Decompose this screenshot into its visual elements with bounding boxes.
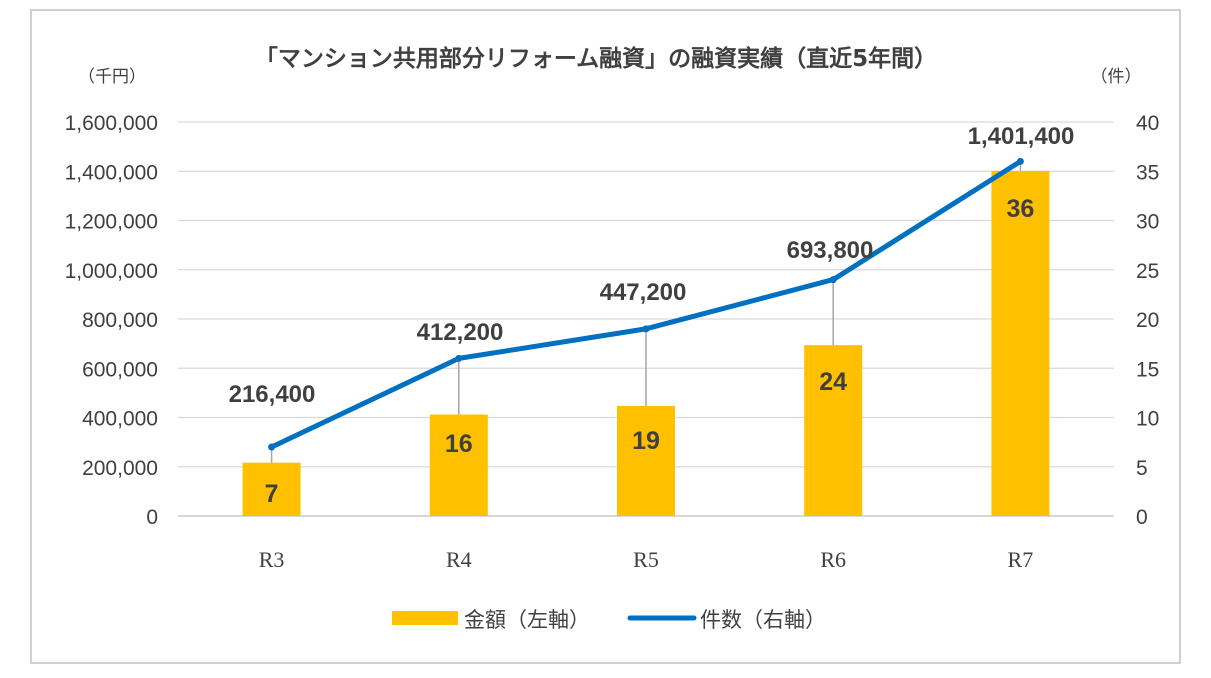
x-tick-label: R6 [820, 547, 846, 572]
bar [242, 462, 301, 516]
line-point [268, 443, 276, 451]
amount-label: 1,401,400 [968, 123, 1075, 150]
chart-title: 「マンション共用部分リフォーム融資」の融資実績（直近5年間） [255, 45, 937, 72]
right-tick-label: 0 [1136, 506, 1148, 529]
right-tick-label: 10 [1136, 408, 1159, 431]
left-tick-label: 800,000 [82, 309, 158, 332]
bar [991, 170, 1050, 516]
amount-label: 447,200 [600, 279, 687, 306]
line-point [642, 325, 650, 333]
x-tick-label: R5 [633, 547, 659, 572]
bar [804, 345, 863, 516]
line-point [1016, 157, 1024, 165]
legend-bar-swatch [392, 611, 458, 625]
left-tick-label: 1,200,000 [65, 211, 158, 234]
left-tick-label: 400,000 [82, 408, 158, 431]
line-point [829, 276, 837, 284]
bar [617, 405, 675, 516]
legend-bar-label: 金額（左軸） [464, 609, 590, 632]
right-tick-label: 15 [1136, 358, 1159, 381]
amount-label: 216,400 [229, 381, 316, 408]
amount-label: 693,800 [787, 237, 874, 264]
count-label: 24 [819, 368, 847, 396]
right-tick-label: 20 [1136, 309, 1159, 332]
left-tick-label: 1,000,000 [65, 260, 158, 283]
right-tick-label: 25 [1136, 260, 1159, 283]
amount-label: 412,200 [417, 319, 504, 346]
legend-line-label: 件数（右軸） [700, 609, 826, 632]
left-tick-label: 600,000 [82, 358, 158, 381]
right-tick-label: 30 [1136, 211, 1159, 234]
count-label: 36 [1006, 195, 1034, 223]
left-axis-unit: （千円） [78, 67, 146, 87]
right-tick-label: 40 [1136, 112, 1159, 135]
line-point [455, 354, 463, 362]
left-tick-label: 1,600,000 [65, 112, 158, 135]
x-tick-label: R7 [1008, 547, 1034, 572]
count-label: 19 [632, 427, 660, 455]
right-tick-label: 5 [1136, 457, 1148, 480]
left-tick-label: 200,000 [82, 457, 158, 480]
bar [429, 414, 488, 516]
left-tick-label: 1,400,000 [65, 161, 158, 184]
right-tick-label: 35 [1136, 161, 1159, 184]
x-tick-label: R3 [259, 547, 285, 572]
x-tick-label: R4 [446, 547, 472, 572]
count-label: 7 [265, 480, 279, 508]
count-label: 16 [445, 430, 473, 458]
left-tick-label: 0 [146, 506, 158, 529]
right-axis-unit: （件） [1091, 67, 1142, 87]
